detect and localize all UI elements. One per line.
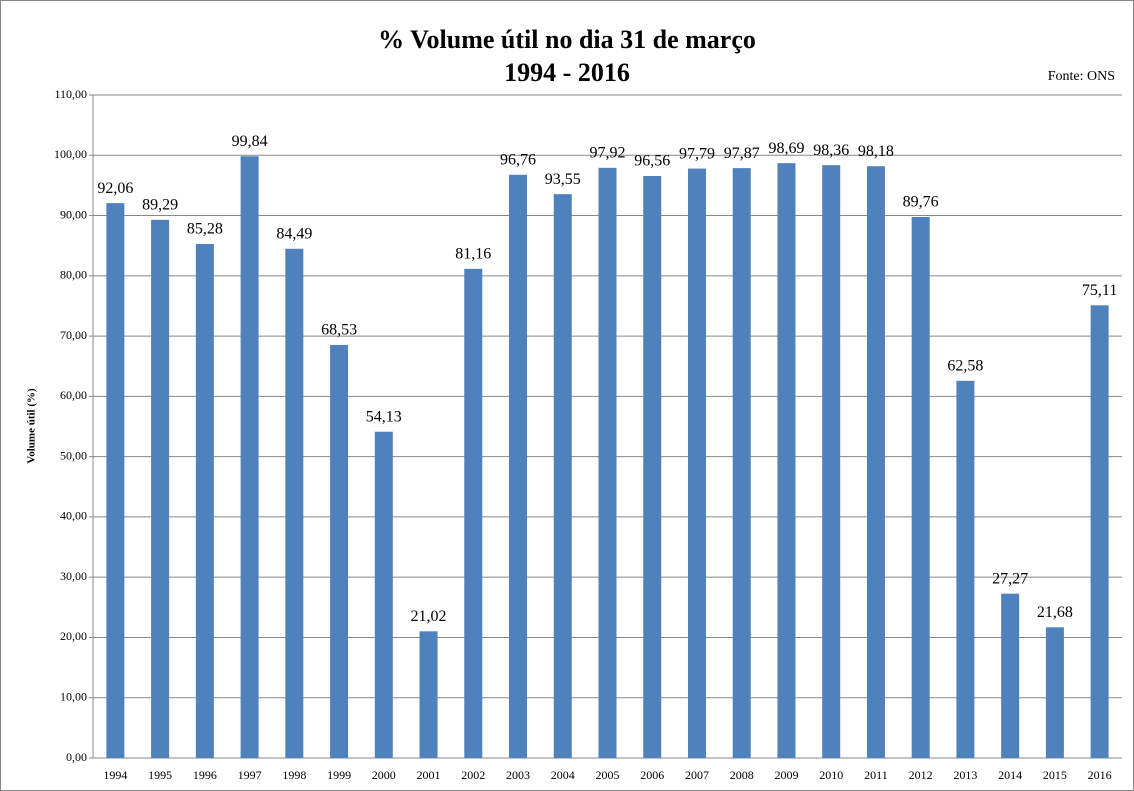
x-tick-label: 1994: [103, 768, 127, 782]
x-tick-label: 2005: [596, 768, 620, 782]
x-tick-label: 2006: [640, 768, 664, 782]
x-tick-label: 2000: [372, 768, 396, 782]
bar: [956, 380, 975, 758]
value-label: 96,76: [500, 151, 536, 168]
value-label: 75,11: [1082, 282, 1117, 299]
bar: [643, 176, 662, 759]
x-tick-label: 1997: [238, 768, 262, 782]
x-tick-label: 2002: [461, 768, 485, 782]
x-tick-label: 1998: [282, 768, 306, 782]
bar: [1001, 593, 1020, 758]
source-note: Fonte: ONS: [1048, 69, 1115, 84]
x-tick-label: 1999: [327, 768, 351, 782]
x-tick-label: 2011: [864, 768, 888, 782]
bar: [1090, 305, 1109, 758]
y-tick-label: 50,00: [60, 448, 87, 462]
bar: [777, 163, 796, 758]
y-tick-label: 80,00: [60, 268, 87, 282]
value-label: 84,49: [276, 225, 312, 242]
bar: [822, 165, 841, 758]
bar: [687, 168, 706, 758]
y-tick-label: 10,00: [60, 689, 87, 703]
y-tick-label: 100,00: [54, 147, 87, 161]
y-tick-label: 110,00: [54, 87, 87, 101]
value-label: 93,55: [545, 171, 581, 188]
x-tick-label: 1995: [148, 768, 172, 782]
x-tick-label: 2014: [998, 768, 1022, 782]
value-label: 89,76: [903, 194, 939, 211]
bar: [195, 243, 214, 758]
x-tick-label: 2003: [506, 768, 530, 782]
y-tick-label: 70,00: [60, 328, 87, 342]
x-tick-label: 2013: [953, 768, 977, 782]
bar: [106, 203, 125, 758]
bar: [866, 166, 885, 758]
x-tick-label: 2015: [1043, 768, 1067, 782]
value-label: 89,29: [142, 196, 178, 213]
chart-title: % Volume útil no dia 31 de março: [378, 25, 756, 54]
value-label: 85,28: [187, 221, 223, 238]
value-label: 98,18: [858, 143, 894, 160]
value-label: 62,58: [947, 357, 983, 374]
bar: [285, 248, 304, 758]
bar: [509, 174, 528, 758]
value-label: 21,68: [1037, 604, 1073, 621]
value-label: 81,16: [455, 245, 491, 262]
value-label: 27,27: [992, 570, 1028, 587]
value-label: 92,06: [97, 180, 133, 197]
y-tick-label: 60,00: [60, 388, 87, 402]
value-label: 99,84: [232, 133, 268, 150]
bar: [151, 219, 170, 758]
chart-subtitle: 1994 - 2016: [504, 58, 630, 87]
value-label: 21,02: [411, 608, 447, 625]
x-tick-label: 2004: [551, 768, 575, 782]
value-label: 96,56: [634, 153, 670, 170]
bar: [374, 431, 393, 758]
value-label: 54,13: [366, 408, 402, 425]
y-tick-label: 30,00: [60, 569, 87, 583]
y-tick-label: 0,00: [66, 750, 87, 764]
bar: [419, 631, 438, 758]
value-label: 97,79: [679, 145, 715, 162]
value-label: 68,53: [321, 322, 357, 339]
x-tick-label: 1996: [193, 768, 217, 782]
x-tick-label: 2001: [417, 768, 441, 782]
x-tick-label: 2010: [819, 768, 843, 782]
value-label: 98,36: [813, 142, 849, 159]
bar: [553, 194, 572, 759]
y-tick-label: 40,00: [60, 509, 87, 523]
value-label: 97,92: [590, 144, 626, 161]
value-label: 98,69: [768, 140, 804, 157]
bar: [330, 344, 349, 758]
bar: [240, 156, 259, 759]
x-tick-label: 2007: [685, 768, 709, 782]
y-tick-label: 20,00: [60, 629, 87, 643]
y-tick-label: 90,00: [60, 207, 87, 221]
x-tick-label: 2009: [774, 768, 798, 782]
x-tick-label: 2012: [909, 768, 933, 782]
y-axis-label: Volume útil (%): [26, 388, 38, 464]
x-tick-label: 2008: [730, 768, 754, 782]
bar: [1045, 627, 1064, 758]
bar: [464, 268, 483, 758]
x-tick-label: 2016: [1088, 768, 1112, 782]
value-label: 97,87: [724, 145, 760, 162]
bar: [598, 167, 617, 758]
bar: [732, 168, 751, 758]
bar: [911, 216, 930, 758]
